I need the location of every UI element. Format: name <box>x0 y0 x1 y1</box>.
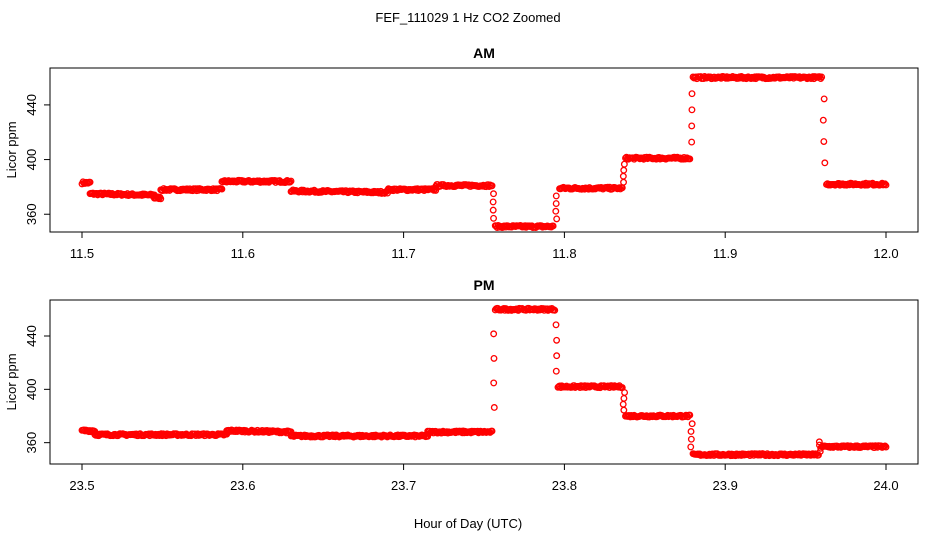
x-tick-label: 11.8 <box>552 246 576 261</box>
data-point <box>552 321 560 329</box>
y-tick-label: 360 <box>24 203 39 225</box>
plot-frame <box>49 299 919 465</box>
y-axis-label: Licor ppm <box>4 353 19 410</box>
data-point <box>882 443 890 451</box>
y-tick-label: 360 <box>24 432 39 454</box>
data-point <box>819 116 827 124</box>
data-point <box>286 178 294 186</box>
data-point <box>490 379 498 387</box>
x-tick-label: 12.0 <box>873 246 898 261</box>
y-tick-label: 400 <box>24 149 39 171</box>
data-point <box>552 367 560 375</box>
data-point <box>881 442 889 450</box>
data-point <box>218 185 226 193</box>
data-point <box>490 404 498 411</box>
data-point <box>817 444 825 452</box>
data-point <box>821 159 829 167</box>
data-point <box>552 200 560 208</box>
data-point <box>549 222 557 230</box>
data-point <box>815 451 822 459</box>
y-tick-label: 440 <box>24 325 39 347</box>
x-tick-label: 11.7 <box>391 246 415 261</box>
x-tick-label: 11.6 <box>231 246 255 261</box>
data-point <box>553 352 561 360</box>
data-point <box>818 73 826 81</box>
data-point <box>489 198 497 206</box>
data-point <box>816 448 824 455</box>
data-point <box>157 195 165 203</box>
x-tick-label: 23.9 <box>713 478 738 493</box>
data-point <box>488 427 496 435</box>
data-points <box>78 304 890 460</box>
data-point <box>620 160 628 168</box>
data-point <box>490 214 497 222</box>
panel-title: AM <box>473 45 495 61</box>
data-point <box>686 411 694 419</box>
panel-title: PM <box>474 277 495 293</box>
x-tick-label: 23.7 <box>391 478 416 493</box>
data-point <box>552 192 560 200</box>
x-tick-label: 23.8 <box>552 478 577 493</box>
data-point <box>688 122 696 130</box>
data-point <box>687 435 695 443</box>
y-tick-label: 400 <box>24 378 39 400</box>
data-point <box>553 215 561 223</box>
data-point <box>686 155 694 163</box>
data-point <box>552 207 560 215</box>
data-point <box>820 95 828 103</box>
data-point <box>815 438 823 446</box>
x-tick-label: 11.9 <box>713 246 737 261</box>
data-point <box>551 306 559 314</box>
y-axis-label: Licor ppm <box>4 121 19 178</box>
data-point <box>820 138 828 145</box>
panel-am: AM Licor ppm 11.5 11.6 11.7 11.8 11.9 12.0 360 40… <box>4 45 919 261</box>
data-point <box>553 336 561 344</box>
panel-pm: PM Licor ppm 23.5 23.6 23.7 23.8 23.9 24.0 360 40… <box>4 277 919 493</box>
data-point <box>488 182 496 190</box>
data-point <box>688 90 696 98</box>
data-point <box>490 330 498 338</box>
x-tick-label: 11.5 <box>70 246 94 261</box>
panels: AM Licor ppm 11.5 11.6 11.7 11.8 11.9 12.0 360 40… <box>4 45 919 493</box>
x-tick-label: 24.0 <box>873 478 898 493</box>
figure-title: FEF_111029 1 Hz CO2 Zoomed <box>375 10 560 25</box>
data-point <box>490 354 498 362</box>
data-point <box>489 206 497 214</box>
data-point <box>688 420 696 428</box>
data-point <box>688 106 696 114</box>
data-point <box>881 180 889 188</box>
x-axis-label: Hour of Day (UTC) <box>414 516 522 531</box>
data-points <box>78 73 890 232</box>
plot-frame <box>49 67 919 233</box>
data-point <box>688 138 696 146</box>
data-point <box>287 177 295 185</box>
data-point <box>687 428 695 435</box>
data-point <box>815 441 823 449</box>
data-point <box>86 178 94 186</box>
data-point <box>490 190 497 198</box>
x-tick-label: 23.6 <box>230 478 255 493</box>
data-point <box>620 406 628 414</box>
y-tick-label: 440 <box>24 94 39 116</box>
x-tick-label: 23.5 <box>69 478 94 493</box>
data-point <box>882 181 890 189</box>
data-point <box>687 443 695 451</box>
